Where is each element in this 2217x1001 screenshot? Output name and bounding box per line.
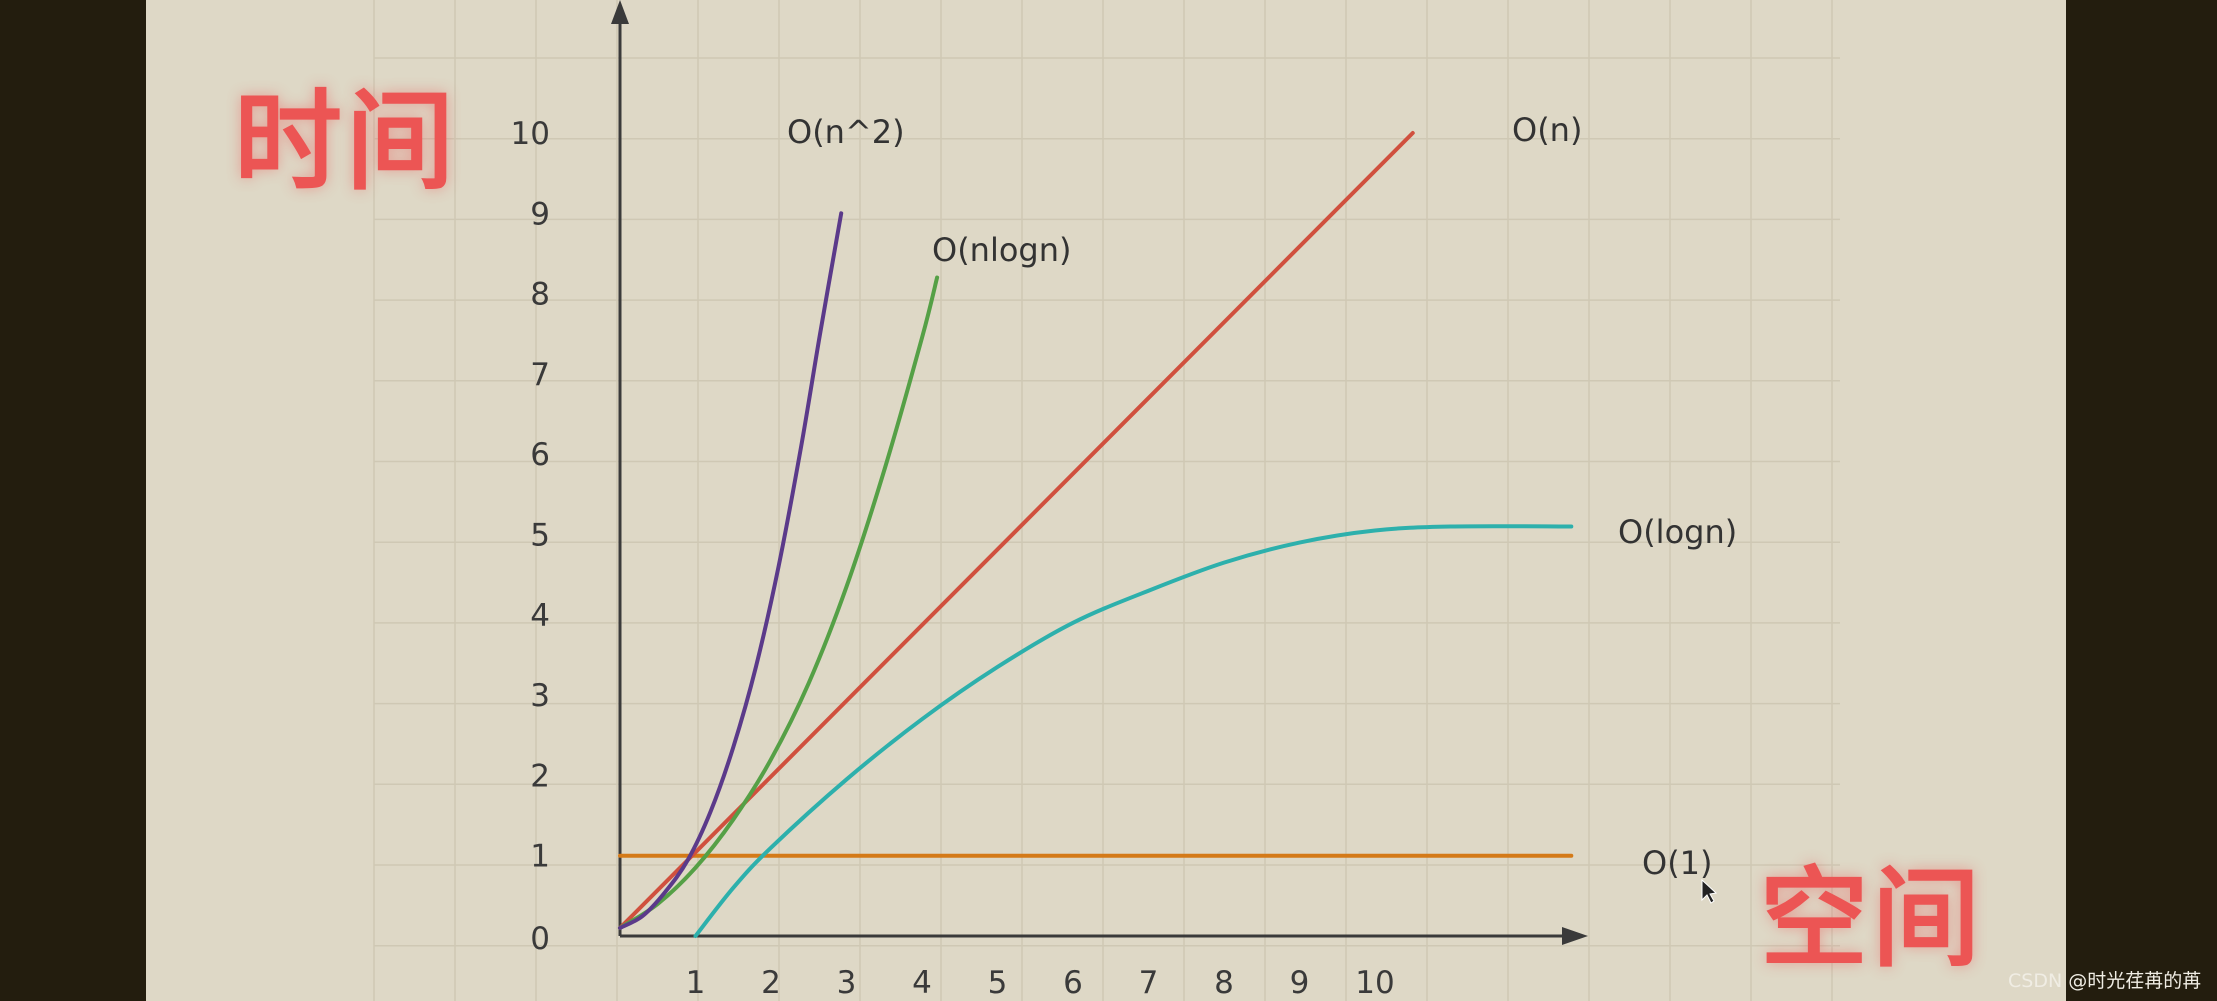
series-line-o-nlogn xyxy=(618,275,940,930)
grid xyxy=(373,0,1840,1001)
axes xyxy=(611,0,1588,945)
time-label: 时间 xyxy=(234,80,459,205)
series-label-o-logn: O(logn) xyxy=(1618,513,1737,551)
x-tick-label: 9 xyxy=(1290,965,1310,1001)
y-tick-label: 10 xyxy=(511,116,550,152)
series-label-o-n-2: O(n^2) xyxy=(787,113,905,151)
y-tick-label: 6 xyxy=(530,437,550,473)
x-tick-label: 7 xyxy=(1139,965,1159,1001)
tick-labels: 1 2 3 4 5 6 7 8 9 10 0 1 2 3 4 5 6 7 8 9 10 xyxy=(511,116,1395,1001)
y-tick-label: 5 xyxy=(530,518,550,554)
x-tick-label: 10 xyxy=(1355,965,1394,1001)
y-tick-label: 8 xyxy=(530,277,550,313)
x-tick-label: 3 xyxy=(837,965,857,1001)
x-tick-label: 2 xyxy=(761,965,781,1001)
x-axis-arrow-icon xyxy=(1562,927,1588,945)
x-tick-label: 4 xyxy=(912,965,932,1001)
y-tick-label: 1 xyxy=(530,839,550,875)
y-tick-label: 9 xyxy=(530,196,550,232)
chart-stage xyxy=(146,0,2066,1001)
y-tick-label: 4 xyxy=(530,598,550,634)
series-label-o-1: O(1) xyxy=(1642,844,1713,882)
x-tick-label: 8 xyxy=(1214,965,1234,1001)
y-axis-arrow-icon xyxy=(611,0,629,24)
space-label: 空间 xyxy=(1760,857,1985,982)
x-tick-label: 1 xyxy=(686,965,706,1001)
y-tick-label: 7 xyxy=(530,357,550,393)
series-labels: O(n^2) O(nlogn) O(n) O(logn) O(1) xyxy=(787,111,1737,882)
x-tick-label: 5 xyxy=(988,965,1008,1001)
watermark: CSDN @时光荏苒的苒 xyxy=(2008,970,2202,992)
series-lines xyxy=(618,131,1574,938)
series-label-o-n: O(n) xyxy=(1512,111,1582,149)
y-tick-label: 0 xyxy=(530,921,550,957)
mouse-cursor-icon xyxy=(1701,878,1718,904)
series-line-o-logn xyxy=(693,524,1574,938)
series-line-o-n xyxy=(618,131,1415,930)
y-tick-label: 2 xyxy=(530,758,550,794)
x-tick-label: 6 xyxy=(1063,965,1083,1001)
series-line-o-n-2 xyxy=(618,211,844,930)
y-tick-label: 3 xyxy=(530,678,550,714)
series-label-o-nlogn: O(nlogn) xyxy=(932,231,1072,269)
